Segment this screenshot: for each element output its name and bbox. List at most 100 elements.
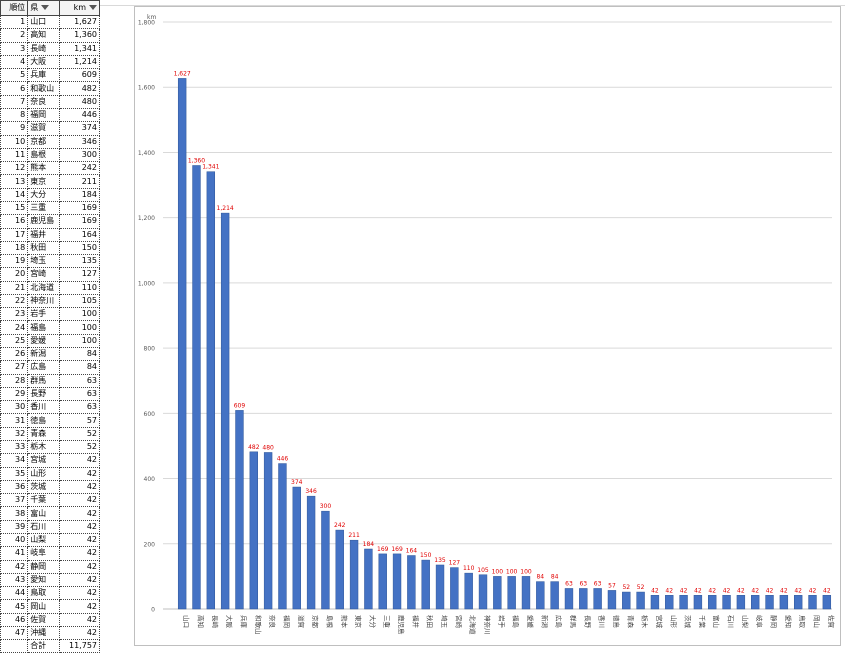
pref-cell[interactable]: 山形: [27, 466, 60, 481]
pref-cell[interactable]: 兵庫: [27, 68, 60, 83]
pref-cell[interactable]: 青森: [27, 426, 60, 442]
value-cell[interactable]: 127: [58, 267, 101, 282]
value-cell[interactable]: 42: [58, 506, 101, 521]
rank-cell[interactable]: 18: [0, 240, 29, 256]
value-cell[interactable]: 84: [58, 347, 101, 362]
value-cell[interactable]: 42: [58, 532, 101, 548]
pref-cell[interactable]: 島根: [27, 147, 60, 163]
total-label[interactable]: 合計: [27, 639, 60, 653]
pref-cell[interactable]: 静岡: [27, 559, 60, 574]
pref-cell[interactable]: 宮城: [27, 453, 60, 468]
value-cell[interactable]: 63: [58, 373, 101, 388]
value-cell[interactable]: 42: [58, 612, 101, 627]
pref-cell[interactable]: 高知: [27, 28, 60, 43]
value-cell[interactable]: 1,341: [58, 41, 101, 56]
value-cell[interactable]: 63: [58, 386, 101, 402]
value-cell[interactable]: 100: [58, 320, 101, 335]
value-cell[interactable]: 609: [58, 68, 101, 83]
pref-cell[interactable]: 愛知: [27, 572, 60, 588]
pref-cell[interactable]: 神奈川: [27, 293, 60, 309]
value-cell[interactable]: 346: [58, 134, 101, 149]
pref-cell[interactable]: 奈良: [27, 94, 60, 109]
value-cell[interactable]: 42: [58, 559, 101, 574]
pref-cell[interactable]: 愛媛: [27, 333, 60, 349]
value-cell[interactable]: 169: [58, 200, 101, 216]
total-value[interactable]: 11,757: [58, 639, 101, 653]
rank-cell[interactable]: 7: [0, 94, 29, 109]
value-cell[interactable]: 1,214: [58, 54, 101, 70]
value-cell[interactable]: 42: [58, 586, 101, 601]
pref-cell[interactable]: 鹿児島: [27, 214, 60, 229]
value-cell[interactable]: 42: [58, 453, 101, 468]
rank-cell[interactable]: 3: [0, 41, 29, 56]
pref-cell[interactable]: 埼玉: [27, 254, 60, 269]
pref-cell[interactable]: 岩手: [27, 307, 60, 322]
rank-cell[interactable]: 38: [0, 506, 29, 521]
filter-dropdown-icon[interactable]: [41, 5, 50, 10]
rank-cell[interactable]: 21: [0, 280, 29, 295]
value-header[interactable]: km: [58, 0, 101, 16]
pref-cell[interactable]: 佐賀: [27, 612, 60, 627]
value-cell[interactable]: 184: [58, 187, 101, 202]
pref-cell[interactable]: 岡山: [27, 599, 60, 614]
value-cell[interactable]: 57: [58, 413, 101, 428]
pref-cell[interactable]: 福岡: [27, 107, 60, 123]
pref-cell[interactable]: 香川: [27, 400, 60, 415]
value-cell[interactable]: 105: [58, 293, 101, 309]
pref-cell[interactable]: 京都: [27, 134, 60, 149]
rank-cell[interactable]: 10: [0, 134, 29, 149]
value-cell[interactable]: 42: [58, 625, 101, 641]
rank-cell[interactable]: 20: [0, 267, 29, 282]
rank-cell[interactable]: 5: [0, 68, 29, 83]
value-cell[interactable]: 42: [58, 572, 101, 588]
rank-cell[interactable]: 15: [0, 200, 29, 216]
pref-cell[interactable]: 長崎: [27, 41, 60, 56]
rank-cell[interactable]: 34: [0, 453, 29, 468]
value-cell[interactable]: 482: [58, 81, 101, 96]
rank-cell[interactable]: 17: [0, 227, 29, 242]
pref-cell[interactable]: 沖縄: [27, 625, 60, 641]
rank-cell[interactable]: 28: [0, 373, 29, 388]
pref-cell[interactable]: 和歌山: [27, 81, 60, 96]
value-cell[interactable]: 42: [58, 479, 101, 495]
pref-cell[interactable]: 鳥取: [27, 586, 60, 601]
value-cell[interactable]: 135: [58, 254, 101, 269]
rank-cell[interactable]: 6: [0, 81, 29, 96]
value-cell[interactable]: 446: [58, 107, 101, 123]
pref-cell[interactable]: 石川: [27, 519, 60, 534]
value-cell[interactable]: 52: [58, 439, 101, 455]
value-cell[interactable]: 42: [58, 599, 101, 614]
pref-cell[interactable]: 広島: [27, 360, 60, 375]
rank-cell[interactable]: 26: [0, 347, 29, 362]
rank-cell[interactable]: 25: [0, 333, 29, 349]
pref-cell[interactable]: 群馬: [27, 373, 60, 388]
rank-cell[interactable]: 45: [0, 599, 29, 614]
pref-cell[interactable]: 福井: [27, 227, 60, 242]
pref-cell[interactable]: 福島: [27, 320, 60, 335]
pref-cell[interactable]: 山口: [27, 14, 60, 30]
value-cell[interactable]: 164: [58, 227, 101, 242]
rank-cell[interactable]: 33: [0, 439, 29, 455]
rank-cell[interactable]: 31: [0, 413, 29, 428]
value-cell[interactable]: 42: [58, 519, 101, 534]
pref-cell[interactable]: 大分: [27, 187, 60, 202]
filter-dropdown-icon[interactable]: [89, 5, 97, 10]
value-cell[interactable]: 1,360: [58, 28, 101, 43]
value-cell[interactable]: 100: [58, 307, 101, 322]
rank-cell[interactable]: 24: [0, 320, 29, 335]
rank-cell[interactable]: 4: [0, 54, 29, 70]
rank-cell[interactable]: 35: [0, 466, 29, 481]
value-cell[interactable]: 480: [58, 94, 101, 109]
rank-cell[interactable]: 22: [0, 293, 29, 309]
value-cell[interactable]: 169: [58, 214, 101, 229]
value-cell[interactable]: 150: [58, 240, 101, 256]
rank-cell[interactable]: 46: [0, 612, 29, 627]
rank-cell[interactable]: 13: [0, 174, 29, 189]
pref-cell[interactable]: 長野: [27, 386, 60, 402]
pref-cell[interactable]: 山梨: [27, 532, 60, 548]
pref-cell[interactable]: 千葉: [27, 493, 60, 508]
value-cell[interactable]: 63: [58, 400, 101, 415]
pref-cell[interactable]: 北海道: [27, 280, 60, 295]
pref-cell[interactable]: 宮崎: [27, 267, 60, 282]
chart-area[interactable]: 0 200 400 600 800 1,000 1,200 1,400 1,600 1,800 km…: [134, 6, 841, 646]
